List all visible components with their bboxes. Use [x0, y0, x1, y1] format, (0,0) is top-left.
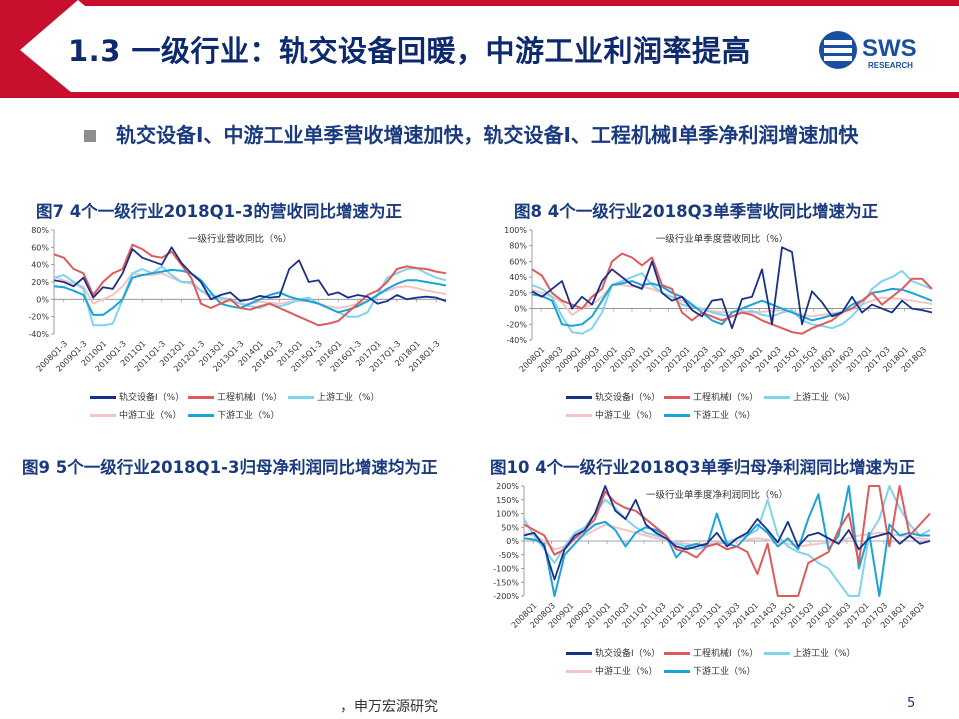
legend-item-s5: 下游工业（%）	[664, 664, 756, 677]
logo-subtext: RESEARCH	[868, 61, 913, 70]
y-tick-label: 150%	[496, 496, 519, 505]
source-note: ，申万宏源研究	[340, 699, 438, 715]
y-tick-label: 200%	[496, 482, 519, 491]
bullet-square	[84, 130, 96, 142]
fig10-legend: 轨交设备Ⅰ（%） 工程机械Ⅰ（%） 上游工业（%） 中游工业（%） 下游工业（%…	[566, 646, 926, 682]
y-tick-label: 60%	[509, 257, 527, 266]
series-line-5	[53, 268, 447, 316]
legend-item-s3: 上游工业（%）	[288, 390, 380, 403]
page-title: 1.3 一级行业：轨交设备回暖，中游工业利润率提高	[68, 34, 751, 68]
series-line-3	[531, 269, 933, 335]
bullet-text: 轨交设备Ⅰ、中游工业单季营收增速加快，轨交设备Ⅰ、工程机械Ⅰ单季净利润增速加快	[116, 123, 859, 147]
y-tick-label: -150%	[493, 578, 519, 587]
red-bottom-bar	[20, 92, 959, 98]
y-tick-label: -20%	[506, 320, 527, 329]
header: 1.3 一级行业：轨交设备回暖，中游工业利润率提高 SWS RESEARCH	[0, 0, 959, 98]
fig9-title: 图9 5个一级行业2018Q1-3归母净利润同比增速均为正	[22, 458, 438, 477]
fig7-legend: 轨交设备Ⅰ（%） 工程机械Ⅰ（%） 上游工业（%） 中游工业（%） 下游工业（%…	[90, 390, 450, 426]
y-tick-label: 100%	[504, 226, 527, 235]
y-tick-label: 80%	[509, 242, 527, 251]
series-line-1	[531, 246, 933, 330]
legend-item-s2: 工程机械Ⅰ（%）	[188, 390, 282, 403]
fig8-title: 图8 4个一级行业2018Q3单季营收同比增速为正	[514, 202, 879, 221]
series-line-2	[523, 485, 931, 597]
legend-item-s1: 轨交设备Ⅰ（%）	[90, 390, 184, 403]
sws-logo: SWS RESEARCH	[818, 28, 948, 72]
chart-annotation: 一级行业单季度营收同比（%）	[656, 233, 789, 245]
y-tick-label: 50%	[501, 523, 519, 532]
series-line-2	[531, 252, 933, 335]
legend-item-s4: 中游工业（%）	[566, 664, 658, 677]
y-tick-label: 20%	[509, 289, 527, 298]
fig8-legend: 轨交设备Ⅰ（%） 工程机械Ⅰ（%） 上游工业（%） 中游工业（%） 下游工业（%…	[566, 390, 926, 426]
fig8-chart: -40%-20%0%20%40%60%80%100%2008Q12008Q320…	[504, 226, 933, 374]
y-tick-label: 40%	[509, 273, 527, 282]
y-tick-label: 100%	[496, 510, 519, 519]
y-tick-label: -50%	[498, 551, 519, 560]
red-top-bar	[78, 0, 959, 6]
y-tick-label: -200%	[493, 592, 519, 601]
legend-item-s1: 轨交设备Ⅰ（%）	[566, 390, 660, 403]
fig10-chart: -200%-150%-100%-50%0%50%100%150%200%2008…	[493, 482, 931, 630]
y-tick-label: -100%	[493, 565, 519, 574]
sws-logo-icon: SWS RESEARCH	[819, 31, 917, 70]
series-line-1	[523, 485, 931, 581]
legend-item-s3: 上游工业（%）	[764, 390, 856, 403]
legend-item-s5: 下游工业（%）	[664, 408, 756, 421]
legend-item-s3: 上游工业（%）	[764, 646, 856, 659]
fig7-chart: -40%-20%0%20%40%60%80%2008Q1-32009Q1-320…	[28, 226, 447, 374]
series-line-5	[523, 485, 930, 597]
y-tick-label: -40%	[506, 336, 527, 345]
chart-annotation: 一级行业营收同比（%）	[188, 233, 292, 245]
series-line-3	[53, 265, 447, 327]
fig10-title: 图10 4个一级行业2018Q3单季归母净利润同比增速为正	[490, 458, 916, 477]
chart-annotation: 一级行业单季度净利润同比（%）	[646, 489, 788, 501]
y-tick-label: 0%	[36, 295, 49, 304]
y-tick-label: 80%	[31, 226, 49, 235]
legend-item-s2: 工程机械Ⅰ（%）	[664, 646, 758, 659]
legend-item-s2: 工程机械Ⅰ（%）	[664, 390, 758, 403]
y-tick-label: 20%	[31, 278, 49, 287]
y-tick-label: -40%	[28, 330, 49, 339]
logo-text: SWS	[862, 35, 917, 62]
legend-item-s4: 中游工业（%）	[90, 408, 182, 421]
red-chevron-left	[0, 0, 78, 98]
y-tick-label: 40%	[31, 261, 49, 270]
y-tick-label: 0%	[514, 305, 527, 314]
legend-item-s5: 下游工业（%）	[188, 408, 280, 421]
legend-item-s4: 中游工业（%）	[566, 408, 658, 421]
y-tick-label: 60%	[31, 243, 49, 252]
y-tick-label: 0%	[506, 537, 519, 546]
y-tick-label: -20%	[28, 313, 49, 322]
series-line-2	[53, 243, 447, 327]
legend-item-s1: 轨交设备Ⅰ（%）	[566, 646, 660, 659]
fig7-title: 图7 4个一级行业2018Q1-3的营收同比增速为正	[36, 202, 402, 221]
series-line-1	[53, 246, 447, 305]
page-number: 5	[907, 696, 916, 711]
header-decoration	[0, 0, 959, 98]
